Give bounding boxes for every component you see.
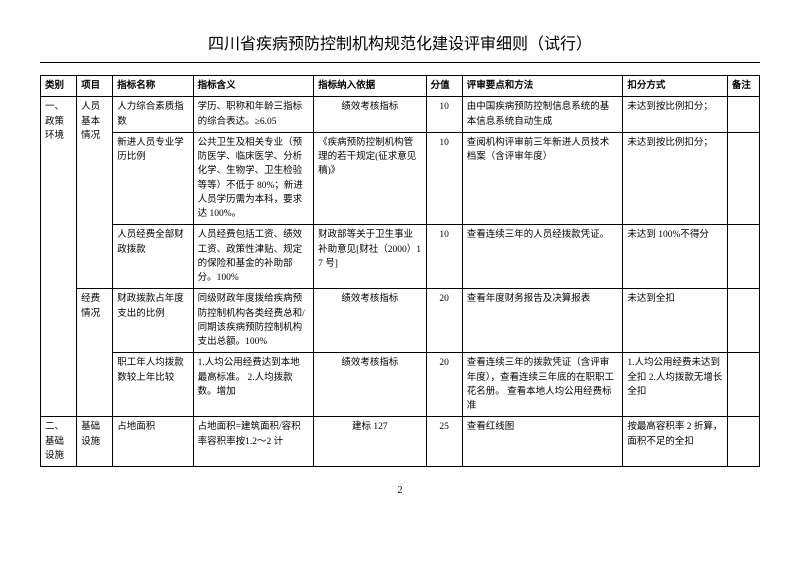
cell-deduct: 按最高容积率 2 折算，面积不足的全扣 [623,417,727,467]
cell-meaning: 学历、职称和年龄三指标的综合表达。≥6.05 [193,97,314,133]
cell-score: 10 [426,225,462,289]
col-remark: 备注 [727,76,759,97]
table-row: 二、基础设施 基础设施 占地面积 占地面积=建筑面积/容积率容积率按1.2～2 … [41,417,760,467]
cell-remark [727,417,759,467]
table-header-row: 类别 项目 指标名称 指标含义 指标纳入依据 分值 评审要点和方法 扣分方式 备… [41,76,760,97]
page-number: 2 [40,485,760,496]
cell-remark [727,289,759,353]
col-score: 分值 [426,76,462,97]
cell-basis: 《疾病预防控制机构管理的若干规定(征求意见稿)》 [314,132,426,225]
cell-remark [727,132,759,225]
cell-method: 查看年度财务报告及决算报表 [462,289,623,353]
col-project: 项目 [77,76,113,97]
cell-score: 10 [426,132,462,225]
table-row: 职工年人均拨款数较上年比较 1.人均公用经费达到本地最高标准。 2.人均拨款数。… [41,353,760,417]
cell-deduct: 未达到按比例扣分； [623,97,727,133]
cell-method: 查阅机构评审前三年新进人员技术档案（含评审年度） [462,132,623,225]
cell-category: 二、基础设施 [41,417,77,467]
cell-score: 25 [426,417,462,467]
cell-deduct: 未达到全扣 [623,289,727,353]
cell-category: 一、政策环境 [41,97,77,417]
cell-remark [727,353,759,417]
col-basis: 指标纳入依据 [314,76,426,97]
cell-score: 20 [426,353,462,417]
cell-deduct: 未达到按比例扣分； [623,132,727,225]
cell-meaning: 公共卫生及相关专业（预防医学、临床医学、分析化学、生物学、卫生检验等等）不低于 … [193,132,314,225]
cell-basis: 绩效考核指标 [314,97,426,133]
cell-project: 基础设施 [77,417,113,467]
col-category: 类别 [41,76,77,97]
cell-basis: 绩效考核指标 [314,353,426,417]
cell-project: 人员基本情况 [77,97,113,289]
cell-name: 人力综合素质指数 [113,97,193,133]
col-indicator: 指标名称 [113,76,193,97]
page-title: 四川省疾病预防控制机构规范化建设评审细则（试行） [40,30,760,54]
cell-name: 职工年人均拨款数较上年比较 [113,353,193,417]
cell-method: 查看连续三年的人员经拨款凭证。 [462,225,623,289]
cell-method: 由中国疾病预防控制信息系统的基本信息系统自动生成 [462,97,623,133]
table-row: 经费情况 财政拨款占年度支出的比例 同级财政年度拨给疾病预防控制机构各类经费总和… [41,289,760,353]
cell-meaning: 1.人均公用经费达到本地最高标准。 2.人均拨款数。增加 [193,353,314,417]
title-rule [40,62,760,63]
table-row: 一、政策环境 人员基本情况 人力综合素质指数 学历、职称和年龄三指标的综合表达。… [41,97,760,133]
cell-basis: 财政部等关于卫生事业补助意见[财社（2000）17 号] [314,225,426,289]
col-meaning: 指标含义 [193,76,314,97]
cell-name: 占地面积 [113,417,193,467]
cell-score: 10 [426,97,462,133]
cell-remark [727,97,759,133]
cell-name: 财政拨款占年度支出的比例 [113,289,193,353]
cell-name: 新进人员专业学历比例 [113,132,193,225]
cell-remark [727,225,759,289]
cell-basis: 绩效考核指标 [314,289,426,353]
cell-name: 人员经费全部财政拨款 [113,225,193,289]
criteria-table: 类别 项目 指标名称 指标含义 指标纳入依据 分值 评审要点和方法 扣分方式 备… [40,75,760,467]
cell-project: 经费情况 [77,289,113,417]
cell-meaning: 同级财政年度拨给疾病预防控制机构各类经费总和/同期该疾病预防控制机构支出总额。1… [193,289,314,353]
col-deduct: 扣分方式 [623,76,727,97]
table-row: 新进人员专业学历比例 公共卫生及相关专业（预防医学、临床医学、分析化学、生物学、… [41,132,760,225]
cell-basis: 建标 127 [314,417,426,467]
table-row: 人员经费全部财政拨款 人员经费包括工资、绩效工资、政策性津贴、规定的保险和基金的… [41,225,760,289]
cell-score: 20 [426,289,462,353]
cell-meaning: 人员经费包括工资、绩效工资、政策性津贴、规定的保险和基金的补助部分。100% [193,225,314,289]
cell-deduct: 未达到 100%不得分 [623,225,727,289]
col-method: 评审要点和方法 [462,76,623,97]
cell-method: 查看连续三年的拨款凭证（含评审年度），查看连续三年底的在职职工花名册。 查看本地… [462,353,623,417]
cell-meaning: 占地面积=建筑面积/容积率容积率按1.2～2 计 [193,417,314,467]
cell-deduct: 1.人均公用经费未达到全扣 2.人均拨款无增长全扣 [623,353,727,417]
cell-method: 查看红线图 [462,417,623,467]
